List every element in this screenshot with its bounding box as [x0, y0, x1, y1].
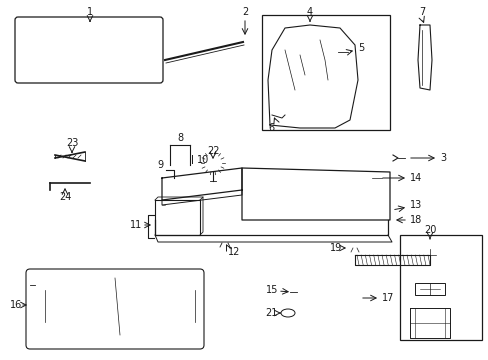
Text: 20: 20 — [423, 225, 435, 235]
Bar — [262, 15, 389, 130]
Text: 15: 15 — [265, 285, 278, 295]
Text: 10: 10 — [197, 155, 209, 165]
Text: 9: 9 — [157, 160, 163, 170]
Text: 5: 5 — [357, 43, 364, 53]
Text: 14: 14 — [409, 173, 421, 183]
Text: 13: 13 — [409, 200, 421, 210]
Text: 22: 22 — [206, 146, 219, 156]
Text: 2: 2 — [242, 7, 247, 17]
Text: 24: 24 — [59, 192, 71, 202]
Text: 16: 16 — [10, 300, 22, 310]
Bar — [414, 283, 444, 295]
Text: 18: 18 — [409, 215, 421, 225]
Text: 3: 3 — [439, 153, 445, 163]
Text: 23: 23 — [66, 138, 78, 148]
Text: 21: 21 — [265, 308, 278, 318]
Text: 1: 1 — [87, 7, 93, 17]
Text: 12: 12 — [227, 247, 240, 257]
Text: 4: 4 — [306, 7, 312, 17]
Text: 11: 11 — [129, 220, 142, 230]
Text: 6: 6 — [267, 123, 274, 133]
Text: 17: 17 — [381, 293, 393, 303]
Text: 19: 19 — [329, 243, 341, 253]
Bar — [399, 235, 481, 340]
Text: 7: 7 — [418, 7, 424, 17]
Text: 8: 8 — [177, 133, 183, 143]
